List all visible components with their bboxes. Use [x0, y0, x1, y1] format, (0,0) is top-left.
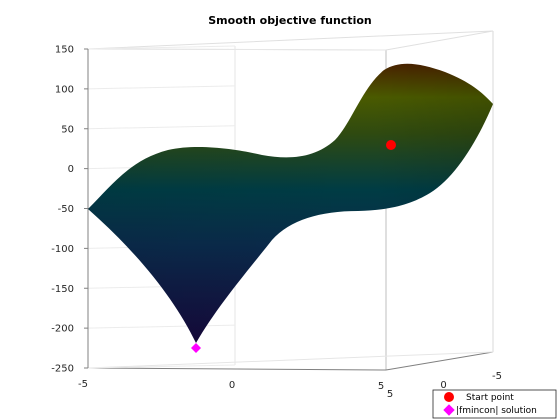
z-grid-line	[87, 364, 236, 369]
legend[interactable]: Start point |fmincon| solution	[432, 389, 557, 419]
y-tick-label: -5	[492, 371, 502, 382]
start-point-marker	[386, 140, 396, 150]
y-tick-label: 5	[387, 389, 393, 400]
surface	[88, 63, 493, 343]
legend-label-fmincon-solution: |fmincon| solution	[456, 406, 537, 416]
x-tick-label: -5	[78, 379, 88, 390]
legend-marker-fmincon-solution	[443, 404, 455, 416]
legend-label-start-point: Start point	[466, 393, 514, 403]
z-tick-label: -100	[51, 244, 74, 255]
z-tick-label: -150	[51, 284, 74, 295]
x-tick-labels: -5 0 5	[78, 379, 384, 392]
x-tick-label: 5	[378, 381, 384, 392]
axes-box	[87, 30, 494, 371]
x-tick-label: 0	[229, 380, 235, 391]
z-grid-line	[87, 45, 236, 50]
data-markers	[191, 140, 396, 353]
z-tick-label: -200	[51, 324, 74, 335]
y-tick-labels: 5 0 -5	[387, 371, 502, 400]
z-tick-label: 0	[68, 164, 74, 175]
z-tick-label: 100	[55, 84, 74, 95]
z-tick-labels: 150 100 50 0 -50 -100 -150 -200 -250	[51, 45, 74, 375]
z-tick-label: 50	[61, 124, 74, 135]
legend-marker-start-point	[444, 392, 454, 402]
z-tick-label: -50	[58, 204, 74, 215]
fmincon-solution-marker	[191, 343, 201, 353]
z-grid-line	[87, 125, 236, 130]
surface-shading	[88, 63, 493, 343]
z-grid-line	[87, 85, 236, 90]
y-tick-label: 0	[440, 380, 446, 391]
legend-box	[432, 389, 557, 419]
chart-title: Smooth objective function	[208, 14, 371, 27]
z-tick-label: 150	[55, 45, 74, 56]
z-tick-label: -250	[51, 364, 74, 375]
z-grid-line	[87, 324, 236, 329]
